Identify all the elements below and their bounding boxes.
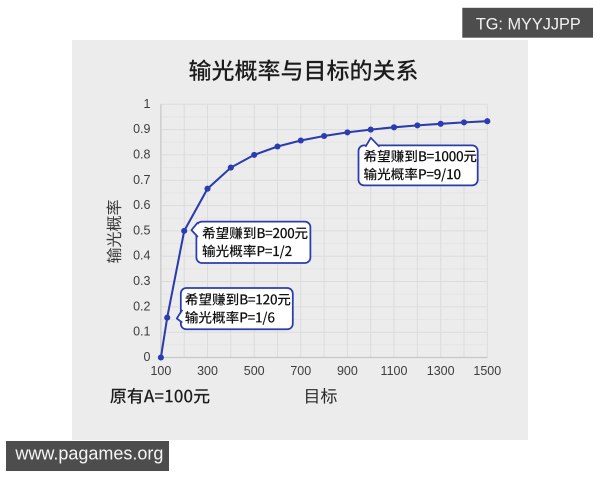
svg-text:900: 900 — [337, 364, 358, 378]
svg-text:300: 300 — [197, 364, 218, 378]
svg-text:1100: 1100 — [381, 364, 408, 378]
svg-text:0.6: 0.6 — [133, 198, 150, 212]
svg-text:700: 700 — [290, 364, 311, 378]
svg-text:0.1: 0.1 — [133, 325, 150, 339]
svg-text:0.8: 0.8 — [133, 147, 150, 161]
svg-text:1: 1 — [144, 97, 151, 111]
svg-text:1300: 1300 — [427, 364, 455, 378]
svg-text:0.3: 0.3 — [133, 274, 150, 288]
svg-text:0.4: 0.4 — [133, 249, 150, 263]
svg-text:500: 500 — [244, 364, 265, 378]
svg-text:100: 100 — [150, 364, 171, 378]
svg-text:0.7: 0.7 — [133, 173, 150, 187]
svg-text:www.pagames.org: www.pagames.org — [14, 444, 163, 464]
svg-text:TG: MYYJJPP: TG: MYYJJPP — [476, 16, 581, 34]
svg-text:0.5: 0.5 — [133, 223, 150, 237]
svg-text:1500: 1500 — [473, 364, 501, 378]
svg-text:0: 0 — [144, 350, 151, 364]
svg-text:0.2: 0.2 — [133, 299, 150, 313]
svg-text:0.9: 0.9 — [133, 122, 150, 136]
